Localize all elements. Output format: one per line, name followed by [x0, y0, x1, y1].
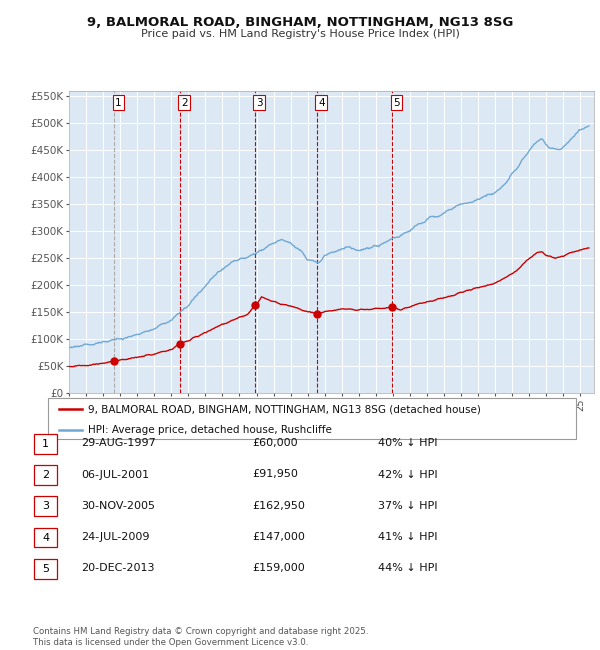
Text: Contains HM Land Registry data © Crown copyright and database right 2025.
This d: Contains HM Land Registry data © Crown c…: [33, 627, 368, 647]
Text: 44% ↓ HPI: 44% ↓ HPI: [378, 563, 437, 573]
Text: Price paid vs. HM Land Registry's House Price Index (HPI): Price paid vs. HM Land Registry's House …: [140, 29, 460, 38]
Text: 06-JUL-2001: 06-JUL-2001: [81, 469, 149, 480]
Text: £147,000: £147,000: [252, 532, 305, 542]
Text: 1: 1: [42, 439, 49, 449]
Text: 4: 4: [42, 532, 49, 543]
Text: 5: 5: [42, 564, 49, 574]
Text: £91,950: £91,950: [252, 469, 298, 480]
Text: HPI: Average price, detached house, Rushcliffe: HPI: Average price, detached house, Rush…: [88, 425, 331, 435]
Text: 9, BALMORAL ROAD, BINGHAM, NOTTINGHAM, NG13 8SG (detached house): 9, BALMORAL ROAD, BINGHAM, NOTTINGHAM, N…: [88, 404, 481, 414]
Text: 2: 2: [181, 98, 187, 108]
Text: 30-NOV-2005: 30-NOV-2005: [81, 500, 155, 511]
Text: 9, BALMORAL ROAD, BINGHAM, NOTTINGHAM, NG13 8SG: 9, BALMORAL ROAD, BINGHAM, NOTTINGHAM, N…: [87, 16, 513, 29]
Text: £162,950: £162,950: [252, 500, 305, 511]
Text: 5: 5: [393, 98, 400, 108]
Text: 42% ↓ HPI: 42% ↓ HPI: [378, 469, 437, 480]
Text: 3: 3: [42, 501, 49, 512]
Text: 1: 1: [115, 98, 122, 108]
Text: 41% ↓ HPI: 41% ↓ HPI: [378, 532, 437, 542]
Text: 20-DEC-2013: 20-DEC-2013: [81, 563, 155, 573]
Text: 24-JUL-2009: 24-JUL-2009: [81, 532, 149, 542]
Text: 4: 4: [318, 98, 325, 108]
Text: 29-AUG-1997: 29-AUG-1997: [81, 438, 156, 448]
Text: 37% ↓ HPI: 37% ↓ HPI: [378, 500, 437, 511]
Text: 40% ↓ HPI: 40% ↓ HPI: [378, 438, 437, 448]
Text: £60,000: £60,000: [252, 438, 298, 448]
Text: 2: 2: [42, 470, 49, 480]
Text: £159,000: £159,000: [252, 563, 305, 573]
Text: 3: 3: [256, 98, 263, 108]
